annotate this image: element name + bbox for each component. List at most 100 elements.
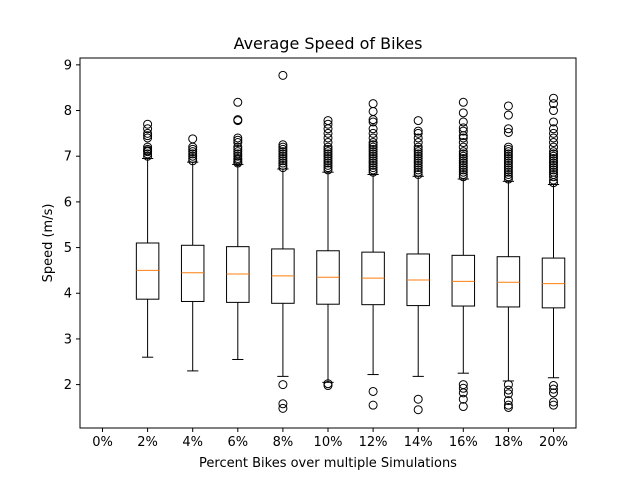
outlier-point — [458, 147, 468, 157]
y-tick-label: 8 — [64, 104, 72, 119]
axes-frame — [79, 57, 577, 429]
outlier-point — [188, 151, 198, 161]
outlier-point — [323, 160, 333, 170]
outlier-point — [503, 400, 513, 410]
outlier-point — [368, 158, 378, 168]
outlier-point — [549, 163, 558, 173]
outlier-point — [413, 165, 423, 175]
x-tick-label: 20% — [539, 435, 568, 450]
outlier-point — [188, 134, 198, 144]
outlier-point — [503, 127, 513, 137]
outlier-point — [413, 158, 423, 168]
outlier-point — [413, 144, 423, 154]
outlier-point — [143, 149, 153, 159]
outlier-point — [143, 128, 153, 138]
y-tick-label: 7 — [64, 150, 72, 165]
outlier-point — [188, 153, 198, 163]
outlier-point — [368, 138, 378, 148]
outlier-point — [323, 138, 333, 148]
x-tick-label: 4% — [182, 435, 203, 450]
outlier-point — [323, 142, 333, 152]
outlier-point — [458, 402, 468, 412]
outlier-point — [278, 151, 288, 161]
outlier-point — [549, 153, 558, 163]
outlier-point — [503, 389, 513, 399]
outlier-point — [458, 133, 468, 143]
x-tick-label: 2% — [137, 435, 158, 450]
outlier-point — [549, 138, 558, 148]
outlier-point — [413, 160, 423, 170]
outlier-point — [458, 151, 468, 161]
outlier-point — [458, 165, 468, 175]
outlier-point — [503, 153, 513, 163]
y-tick-label: 2 — [64, 378, 72, 393]
outlier-point — [323, 149, 333, 159]
outlier-point — [413, 133, 423, 143]
outlier-point — [458, 383, 468, 393]
outlier-point — [503, 165, 513, 175]
outlier-point — [549, 397, 558, 407]
x-tick-label: 10% — [314, 435, 343, 450]
outlier-point — [549, 106, 558, 116]
outlier-point — [458, 123, 468, 133]
outlier-point — [368, 165, 378, 175]
outlier-point — [143, 119, 153, 129]
outlier-point — [503, 169, 513, 179]
outlier-point — [549, 388, 558, 398]
outlier-point — [549, 93, 558, 103]
outlier-point — [413, 147, 423, 157]
outlier-point — [503, 124, 513, 134]
outlier-point — [458, 167, 468, 177]
outlier-point — [368, 149, 378, 159]
outlier-point — [503, 101, 513, 111]
outlier-point — [549, 128, 558, 138]
outlier-point — [458, 108, 468, 118]
outlier-point — [233, 142, 243, 152]
outlier-point — [278, 149, 288, 159]
outlier-point — [233, 153, 243, 163]
outlier-point — [278, 142, 288, 152]
outlier-point — [368, 117, 378, 127]
outlier-point — [368, 140, 378, 150]
outlier-point — [413, 151, 423, 161]
outlier-point — [323, 128, 333, 138]
outlier-point — [368, 163, 378, 173]
outlier-point — [143, 124, 153, 134]
x-tick-label: 6% — [227, 435, 248, 450]
outlier-point — [503, 160, 513, 170]
outlier-point — [413, 156, 423, 166]
outlier-point — [278, 163, 288, 173]
outlier-point — [549, 172, 558, 182]
outlier-point — [413, 149, 423, 159]
x-tick-label: 16% — [449, 435, 478, 450]
outlier-point — [278, 160, 288, 170]
y-axis-label: Speed (m/s) — [41, 204, 56, 283]
outlier-point — [413, 163, 423, 173]
outlier-point — [413, 405, 423, 415]
x-tick-label: 12% — [359, 435, 388, 450]
outlier-point — [368, 160, 378, 170]
outlier-point — [458, 126, 468, 136]
outlier-point — [503, 156, 513, 166]
outlier-point — [368, 400, 378, 410]
outlier-point — [368, 147, 378, 157]
x-tick-label: 0% — [92, 435, 113, 450]
outlier-point — [368, 156, 378, 166]
outlier-point — [458, 149, 468, 159]
outlier-point — [458, 138, 468, 148]
box-iqr — [451, 254, 476, 307]
outlier-point — [233, 133, 243, 143]
box-iqr — [180, 244, 205, 302]
y-tick-label: 6 — [64, 195, 72, 210]
outlier-point — [458, 156, 468, 166]
outlier-point — [323, 144, 333, 154]
outlier-point — [278, 403, 288, 413]
outlier-point — [323, 163, 333, 173]
outlier-point — [368, 142, 378, 152]
outlier-point — [143, 142, 153, 152]
outlier-point — [278, 144, 288, 154]
outlier-point — [233, 135, 243, 145]
x-axis-label: Percent Bikes over multiple Simulations — [199, 456, 457, 471]
outlier-point — [368, 124, 378, 134]
